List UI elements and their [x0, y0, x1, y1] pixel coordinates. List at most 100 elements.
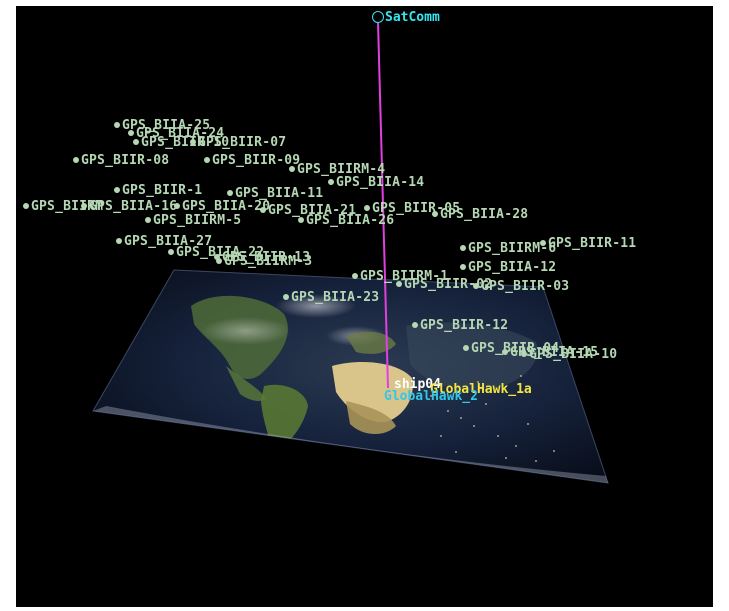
gps-satellite-marker[interactable]: GPS_BIIA-20 [174, 200, 270, 213]
satellite-dot-icon [460, 264, 466, 270]
gps-satellite-label: GPS_BIIA-15 [510, 345, 599, 360]
gps-satellite-marker[interactable]: GPS_BIIA-28 [432, 208, 528, 221]
gps-satellite-label: GPS_BIIR-12 [420, 318, 509, 333]
gps-satellite-label: GPS_BIIA-21 [268, 203, 357, 218]
satellite-dot-icon [114, 122, 120, 128]
satcomm-label: SatComm [385, 10, 440, 25]
satellite-dot-icon [432, 211, 438, 217]
gps-satellite-marker[interactable]: GPS_BIIR-05 [364, 202, 460, 215]
gps-satellite-marker[interactable]: GPS_BIIA-11 [227, 187, 323, 200]
satellite-dot-icon [214, 254, 220, 260]
gps-satellite-label: GPS_BIIR-13 [222, 250, 311, 265]
gps-satellite-label: GPS_BIIA-24 [136, 126, 225, 141]
satellite-dot-icon [412, 322, 418, 328]
satellite-dot-icon [502, 349, 508, 355]
gps-satellite-label: GPS_BIIA-23 [291, 290, 380, 305]
gps-satellite-label: GPS_BIIR-1 [122, 183, 203, 198]
satellite-dot-icon [298, 217, 304, 223]
gps-satellite-marker[interactable]: GPS_BIIA-21 [260, 204, 356, 217]
satellite-dot-icon [352, 273, 358, 279]
satellite-dot-icon [460, 245, 466, 251]
satellite-dot-icon [81, 203, 87, 209]
satellite-dot-icon [216, 258, 222, 264]
gps-satellite-marker[interactable]: GPS_BIIR-10 [133, 136, 229, 149]
gps-satellite-marker[interactable]: GPS_BIIA-14 [328, 176, 424, 189]
satellite-dot-icon [23, 203, 29, 209]
gps-satellite-label: GPS_BIIRM-5 [153, 213, 242, 228]
satellite-dot-icon [227, 190, 233, 196]
gps-satellite-label: GPS_BIIA-11 [235, 186, 324, 201]
gps-satellite-label: GPS_BIIR-11 [548, 236, 637, 251]
gps-satellite-marker[interactable]: GPS_BIIRM-4 [289, 163, 385, 176]
gps-satellite-marker[interactable]: GPS_BIIR-04 [463, 342, 559, 355]
gps-satellite-marker[interactable]: GPS_BIIR-07 [190, 136, 286, 149]
gps-satellite-label: GPS_BIIR-10 [141, 135, 230, 150]
gps-satellite-marker[interactable]: GPS_BIIR-11 [540, 237, 636, 250]
satellite-dot-icon [364, 205, 370, 211]
satellite-dot-icon [116, 238, 122, 244]
satellite-dot-icon [328, 179, 334, 185]
gps-satellite-label: GPS_BIIR-07 [198, 135, 287, 150]
satellite-dot-icon [463, 345, 469, 351]
gps-satellite-marker[interactable]: GPS_BIIA-22 [168, 246, 264, 259]
gps-satellite-marker[interactable]: GPS_BIIR-09 [204, 154, 300, 167]
gps-satellite-marker[interactable]: GPS_BIIA-15 [502, 346, 598, 359]
comm-link-line [377, 21, 389, 389]
gps-satellite-marker[interactable]: GPS_BIIA-27 [116, 235, 212, 248]
gps-satellite-label: GPS_BIIA-22 [176, 245, 265, 260]
satcomm-marker[interactable]: SatComm [372, 10, 440, 25]
gps-satellite-marker[interactable]: GPS_BIIRM-3 [216, 255, 312, 268]
gps-satellite-marker[interactable]: GPS_BIIA-12 [460, 261, 556, 274]
gps-satellite-marker[interactable]: GPS_BIIR-03 [473, 280, 569, 293]
satellite-dot-icon [521, 351, 527, 357]
gps-satellite-marker[interactable]: GPS_BIIRM-5 [145, 214, 241, 227]
gps-satellite-marker[interactable]: GPS_BIIA-23 [283, 291, 379, 304]
gps-satellite-label: GPS_BIIR-08 [81, 153, 170, 168]
gps-satellite-marker[interactable]: GPS_BIIA-25 [114, 119, 210, 132]
gps-satellite-marker[interactable]: GPS_BIIRM-1 [352, 270, 448, 283]
satellite-ring-icon [372, 11, 384, 23]
gps-satellite-marker[interactable]: GPS_BIIA-16 [81, 200, 177, 213]
satellite-dot-icon [145, 217, 151, 223]
globalhawk-2-label[interactable]: GlobalHawk_2 [384, 389, 478, 404]
satellite-dot-icon [114, 187, 120, 193]
satellite-dot-icon [168, 249, 174, 255]
globalhawk-1a-label[interactable]: GlobalHawk_1a [430, 382, 532, 397]
gps-satellite-label: GPS_BIIRM-1 [360, 269, 449, 284]
satellite-dot-icon [73, 157, 79, 163]
gps-satellite-marker[interactable]: GPS_BIIR-02 [396, 278, 492, 291]
satellite-dot-icon [289, 166, 295, 172]
satellite-dot-icon [133, 139, 139, 145]
satellite-dot-icon [128, 130, 134, 136]
gps-satellite-marker[interactable]: GPS_BIIR-08 [73, 154, 169, 167]
gps-satellite-marker[interactable]: GPS_BIIR-12 [412, 319, 508, 332]
ship-label[interactable]: ship04 [394, 377, 441, 392]
gps-satellite-label: GPS_BIIR-05 [372, 201, 461, 216]
satellite-dot-icon [190, 139, 196, 145]
gps-satellite-label: GPS_BIIA-27 [124, 234, 213, 249]
gps-satellite-label: GPS_BIIRM-3 [224, 254, 313, 269]
satellite-dot-icon [540, 240, 546, 246]
gps-satellite-label: GPS_BIIR-09 [212, 153, 301, 168]
satellite-dot-icon [473, 283, 479, 289]
gps-satellite-label: GPS_BIIA-12 [468, 260, 557, 275]
earth-map-plane[interactable] [16, 6, 713, 607]
satellite-dot-icon [260, 207, 266, 213]
gps-satellite-marker[interactable]: GPS_BIIA-24 [128, 127, 224, 140]
gps-satellite-marker[interactable]: GPS_BIIR-13 [214, 251, 310, 264]
satellite-dot-icon [396, 281, 402, 287]
gps-satellite-label: GPS_BIIA-16 [89, 199, 178, 214]
gps-satellite-label: GPS_BIIRM-6 [468, 241, 557, 256]
gps-satellite-label: GPS_BIIR-04 [471, 341, 560, 356]
gps-satellite-label: GPS_BIIR-03 [481, 279, 570, 294]
3d-scene-viewport[interactable]: SatComm GPS_BIIA-25 GPS_BIIA-24 GPS_BIIR-1… [16, 6, 713, 607]
satellite-dot-icon [174, 203, 180, 209]
gps-satellite-marker[interactable]: GPS_BIIR-1 [114, 184, 202, 197]
gps-satellite-label: GPS_BIIA-14 [336, 175, 425, 190]
satellite-dot-icon [204, 157, 210, 163]
gps-satellite-marker[interactable]: GPS_BIIA-10 [521, 348, 617, 361]
satellite-dot-icon [283, 294, 289, 300]
gps-satellite-label: GPS_BIIR-02 [404, 277, 493, 292]
gps-satellite-marker[interactable]: GPS_BIIA-26 [298, 214, 394, 227]
gps-satellite-marker[interactable]: GPS_BIIRM-6 [460, 242, 556, 255]
